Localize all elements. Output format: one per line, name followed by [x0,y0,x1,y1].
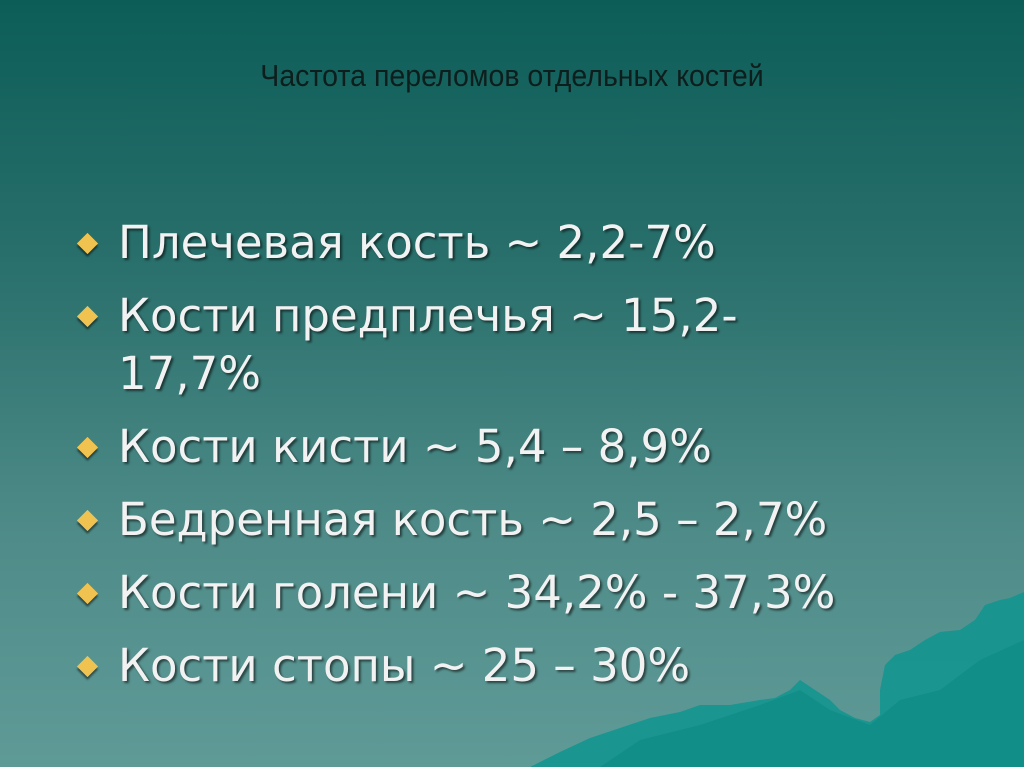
diamond-bullet-icon [76,655,99,678]
list-item: Кости стопы ~ 25 – 30% [76,637,976,695]
list-item: Кости предплечья ~ 15,2-17,7% [76,287,878,403]
list-item: Кости голени ~ 34,2% - 37,3% [76,564,976,622]
list-item: Плечевая кость ~ 2,2-7% [76,214,976,272]
slide-title: Частота переломов отдельных костей [260,58,764,93]
diamond-bullet-icon [76,305,99,328]
diamond-bullet-icon [76,582,99,605]
bullet-list: Плечевая кость ~ 2,2-7% Кости предплечья… [76,214,976,710]
diamond-bullet-icon [76,436,99,459]
list-item-text: Плечевая кость ~ 2,2-7% [118,216,716,269]
list-item-text: Бедренная кость ~ 2,5 – 2,7% [118,493,828,546]
list-item-text: Кости голени ~ 34,2% - 37,3% [118,566,836,619]
list-item: Бедренная кость ~ 2,5 – 2,7% [76,491,976,549]
list-item-text: Кости стопы ~ 25 – 30% [118,639,691,692]
list-item-text: Кости кисти ~ 5,4 – 8,9% [118,420,712,473]
diamond-bullet-icon [76,509,99,532]
list-item: Кости кисти ~ 5,4 – 8,9% [76,418,976,476]
list-item-text: Кости предплечья ~ 15,2-17,7% [118,289,738,400]
diamond-bullet-icon [76,232,99,255]
